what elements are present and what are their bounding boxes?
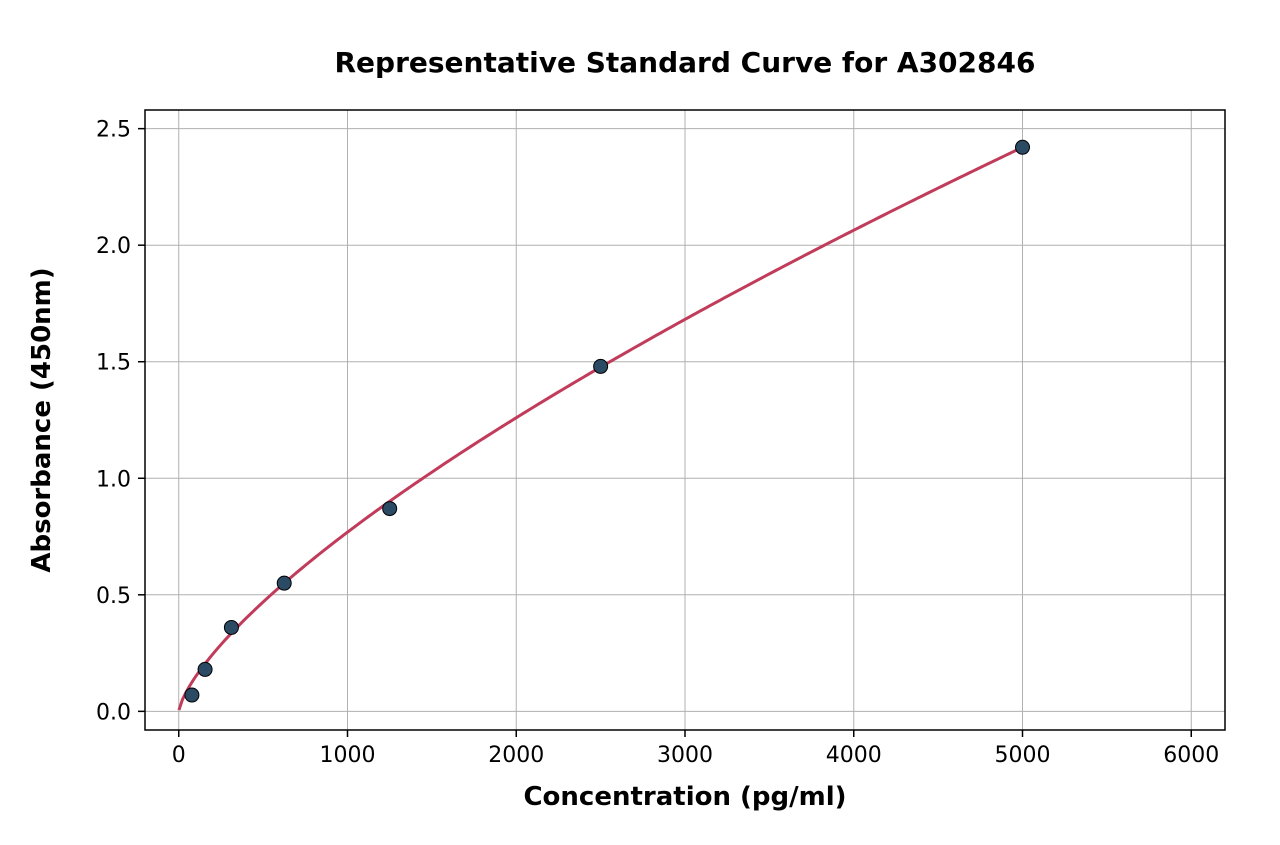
y-tick-label: 2.0 [96, 234, 131, 259]
data-point [198, 662, 212, 676]
y-tick-label: 0.0 [96, 700, 131, 725]
data-point [224, 620, 238, 634]
chart-container: 0 1000 2000 3000 4000 5000 6000 0.0 0.5 1.0 1.5 2.0… [0, 0, 1280, 845]
x-tick-label: 3000 [657, 743, 713, 768]
data-point [1016, 140, 1030, 154]
fitted-curve [179, 147, 1023, 710]
data-point [594, 359, 608, 373]
x-tick-label: 4000 [826, 743, 882, 768]
x-axis-label: Concentration (pg/ml) [523, 782, 846, 812]
standard-curve-chart: 0 1000 2000 3000 4000 5000 6000 0.0 0.5 1.0 1.5 2.0… [0, 0, 1280, 845]
x-tick-label: 6000 [1163, 743, 1219, 768]
x-tick-label: 0 [172, 743, 186, 768]
y-tick-label: 2.5 [96, 118, 131, 143]
chart-title: Representative Standard Curve for A30284… [335, 46, 1036, 79]
data-point [277, 576, 291, 590]
x-tick-label: 5000 [995, 743, 1051, 768]
y-axis-label: Absorbance (450nm) [27, 267, 57, 572]
data-point [185, 688, 199, 702]
data-point [383, 502, 397, 516]
x-tick-label: 2000 [488, 743, 544, 768]
x-tick-label: 1000 [320, 743, 376, 768]
y-tick-label: 1.0 [96, 467, 131, 492]
y-tick-label: 1.5 [96, 351, 131, 376]
y-tick-label: 0.5 [96, 584, 131, 609]
